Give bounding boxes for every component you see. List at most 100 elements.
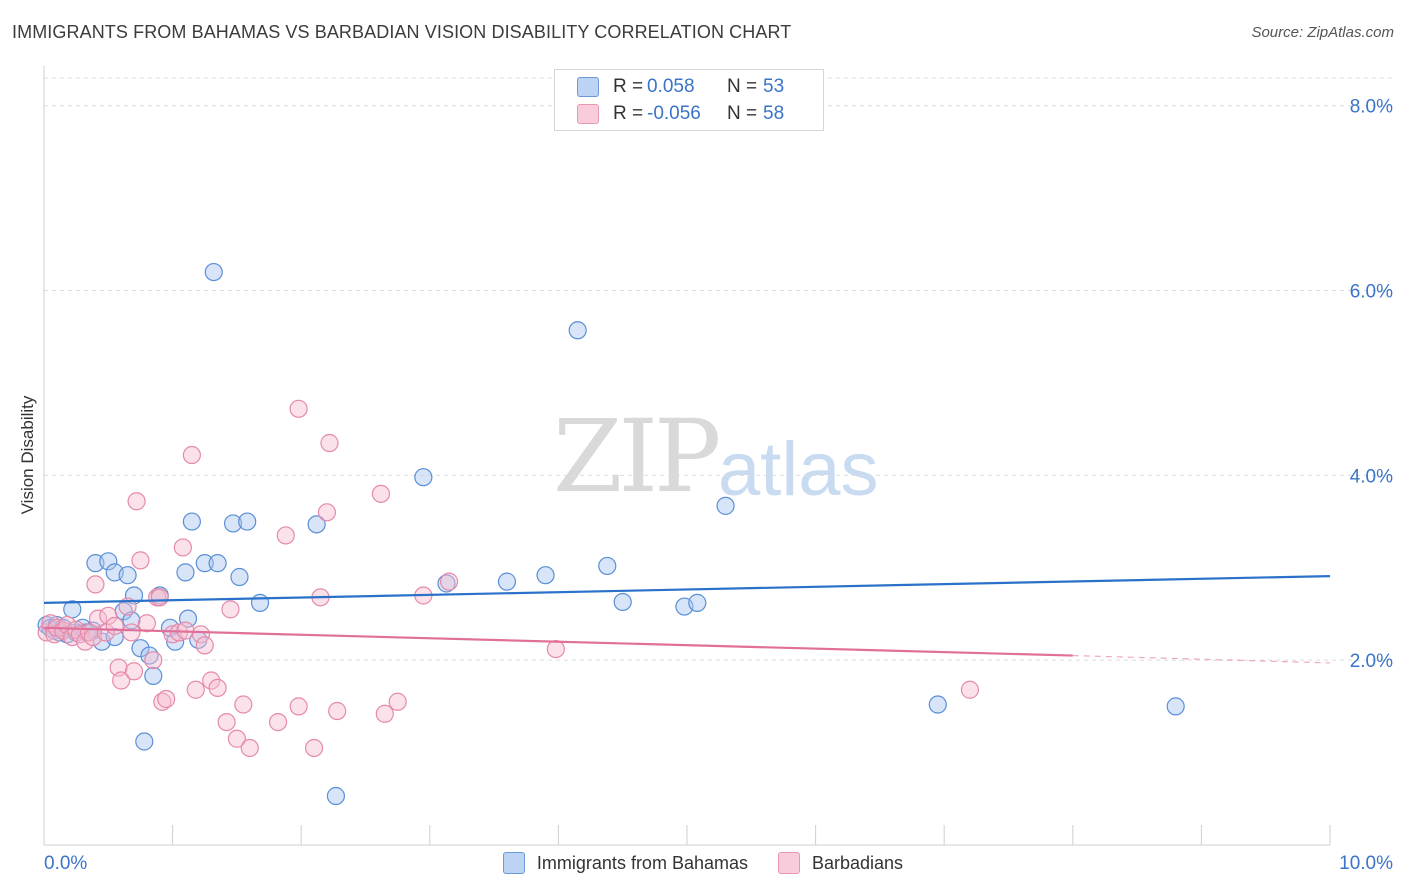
barbadian-point — [276, 526, 295, 545]
barbadian-point — [195, 636, 214, 655]
barbadian-point — [268, 712, 288, 732]
barbadian-point — [289, 399, 308, 418]
bahamas-point — [497, 572, 517, 591]
bahamas-point — [182, 512, 201, 531]
legend-item-barbadians: Barbadians — [777, 852, 904, 874]
bahamas-point — [118, 566, 137, 585]
r-label: R = — [613, 103, 644, 124]
barbadian-point — [388, 692, 407, 711]
barbadian-point — [317, 503, 337, 522]
barbadian-point — [960, 680, 980, 699]
correlation-legend: R = 0.058 N = 53 R = -0.056 N = 58 — [554, 69, 824, 131]
barbadian-point — [375, 704, 394, 723]
bahamas-point — [326, 786, 346, 806]
bahamas-point — [223, 514, 243, 533]
bahamas-point — [144, 666, 163, 685]
barbadian-point — [221, 600, 240, 619]
barbadian-point — [227, 729, 246, 748]
bahamas-point — [598, 556, 617, 576]
barbadian-point — [202, 671, 221, 690]
y-tick-label: 8.0% — [1350, 97, 1393, 118]
bahamas-point — [688, 593, 707, 612]
legend-label: Immigrants from Bahamas — [536, 852, 748, 873]
barbadian-point — [112, 671, 131, 690]
n-value: 58 — [763, 103, 785, 124]
bahamas-point — [99, 552, 118, 571]
bahamas-point — [208, 554, 227, 573]
barbadian-point — [137, 614, 156, 633]
barbadian-trend-line — [43, 626, 1073, 657]
barbadian-point — [240, 738, 259, 758]
n-label: N = — [727, 103, 758, 124]
y-tick-label: 6.0% — [1350, 282, 1393, 303]
bahamas-point — [124, 586, 144, 605]
barbadian-point — [371, 484, 391, 503]
bahamas-point — [135, 732, 154, 751]
barbadian-point — [328, 701, 347, 721]
blue-swatch-icon — [577, 77, 599, 97]
barbadian-point — [320, 433, 339, 453]
n-value: 53 — [763, 76, 785, 97]
barbadian-point — [88, 609, 108, 628]
barbadian-point — [191, 625, 210, 644]
bahamas-point — [204, 262, 223, 282]
bahamas-point — [613, 592, 632, 612]
pink-swatch-icon — [777, 852, 800, 874]
bahamas-point — [437, 574, 456, 593]
series-legend: Immigrants from Bahamas Barbadians — [0, 852, 1406, 874]
bahamas-point — [536, 566, 555, 585]
barbadian-point — [131, 551, 150, 570]
bahamas-point — [238, 512, 257, 531]
legend-row-bahamas: R = 0.058 N = 53 — [577, 74, 784, 100]
r-label: R = — [613, 76, 644, 97]
barbadian-point — [186, 680, 205, 699]
bahamas-point — [166, 632, 185, 651]
y-tick-label: 2.0% — [1350, 651, 1393, 672]
bahamas-point — [176, 563, 195, 582]
x-tick-label: 0.0% — [44, 853, 87, 874]
barbadian-point — [439, 572, 459, 591]
legend-label: Barbadians — [811, 852, 904, 873]
barbadian-point — [150, 588, 169, 607]
legend-row-barbadians: R = -0.056 N = 58 — [577, 101, 784, 127]
bahamas-point — [1166, 697, 1185, 716]
bahamas-point — [716, 496, 735, 515]
barbadian-point — [234, 695, 253, 714]
bahamas-point — [568, 321, 587, 340]
barbadian-point — [86, 575, 105, 594]
barbadian-point — [208, 678, 227, 698]
barbadian-point — [173, 538, 192, 557]
bahamas-trend-line — [43, 574, 1331, 604]
pink-swatch-icon — [577, 104, 599, 124]
bahamas-point — [195, 554, 214, 573]
barbadian-point — [304, 738, 324, 758]
barbadian-point — [157, 689, 176, 709]
x-tick-label: 10.0% — [1339, 853, 1393, 874]
barbadian-point — [122, 623, 141, 642]
barbadian-point — [99, 606, 118, 625]
barbadian-point — [127, 492, 146, 511]
barbadian-point — [105, 616, 124, 636]
bahamas-point — [250, 593, 270, 612]
barbadian-point — [124, 662, 144, 681]
barbadian-point — [182, 445, 201, 465]
barbadian-point — [546, 639, 565, 659]
barbadian-point — [289, 697, 308, 716]
barbadian-point — [217, 712, 236, 732]
r-value: -0.056 — [647, 103, 701, 124]
bahamas-point — [307, 515, 326, 534]
watermark-atlas: atlas — [718, 427, 879, 512]
bahamas-point — [928, 695, 947, 714]
barbadian-point — [144, 651, 163, 670]
blue-swatch-icon — [502, 852, 525, 874]
r-value: 0.058 — [647, 76, 695, 97]
chart-title: IMMIGRANTS FROM BAHAMAS VS BARBADIAN VIS… — [12, 22, 792, 42]
bahamas-point — [414, 468, 433, 487]
source-label: Source: ZipAtlas.com — [1251, 24, 1394, 41]
watermark-zip: ZIP — [553, 398, 721, 515]
y-tick-label: 4.0% — [1350, 466, 1393, 487]
n-label: N = — [727, 76, 758, 97]
bahamas-point — [230, 567, 249, 587]
barbadian-trend-extension — [1072, 654, 1331, 664]
